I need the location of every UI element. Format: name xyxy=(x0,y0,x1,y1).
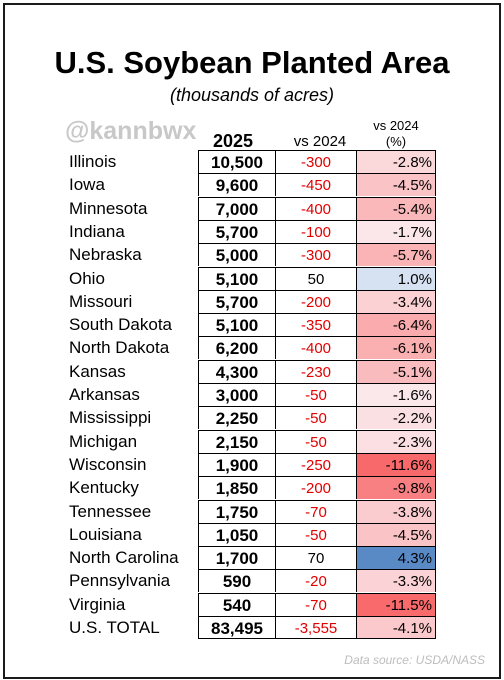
value-2025-cell: 5,100 xyxy=(198,313,276,337)
percent-change-cell: -2.3% xyxy=(356,429,436,453)
change-cell: -200 xyxy=(276,476,356,499)
state-label: Wisconsin xyxy=(69,454,147,474)
value-2025-cell: 1,750 xyxy=(198,499,276,523)
value-2025-cell: 1,900 xyxy=(198,452,276,476)
change-cell: -20 xyxy=(276,569,356,592)
state-label: Ohio xyxy=(69,268,105,288)
change-cell: -100 xyxy=(276,219,356,243)
change-cell: -300 xyxy=(276,243,356,266)
percent-change-cell: -9.8% xyxy=(356,476,436,500)
change-cell: 50 xyxy=(276,266,356,290)
percent-change-cell: -6.4% xyxy=(356,313,436,337)
value-2025-cell: 83,495 xyxy=(198,616,276,639)
change-cell: -300 xyxy=(276,150,356,173)
state-label: Indiana xyxy=(69,221,125,241)
author-handle: @kannbwx xyxy=(65,117,197,145)
percent-change-cell: -3.3% xyxy=(356,569,436,593)
column-header-percent: vs 2024 (%) xyxy=(357,118,435,150)
percent-change-cell: -5.7% xyxy=(356,243,436,267)
change-cell: -250 xyxy=(276,452,356,476)
state-label: U.S. TOTAL xyxy=(69,618,160,637)
percent-change-cell: -1.6% xyxy=(356,383,436,406)
percent-change-cell: -2.2% xyxy=(356,406,436,430)
value-2025-cell: 5,100 xyxy=(198,266,276,290)
value-2025-cell: 590 xyxy=(198,569,276,593)
state-label: Arkansas xyxy=(69,385,140,404)
change-cell: -50 xyxy=(276,383,356,406)
state-label: Louisiana xyxy=(69,524,142,544)
column-header-percent-line1: vs 2024 xyxy=(373,118,419,133)
percent-change-cell: 4.3% xyxy=(356,546,436,570)
change-cell: -350 xyxy=(276,313,356,336)
change-cell: -200 xyxy=(276,289,356,313)
percent-change-cell: -11.5% xyxy=(356,592,436,616)
value-2025-cell: 10,500 xyxy=(198,150,276,173)
state-label: Virginia xyxy=(69,594,126,614)
state-label: Tennessee xyxy=(69,501,152,521)
percent-change-cell: -4.5% xyxy=(356,173,436,197)
state-label: Illinois xyxy=(69,152,117,171)
change-cell: -50 xyxy=(276,406,356,429)
state-label: Missouri xyxy=(69,291,133,311)
percent-change-cell: -2.8% xyxy=(356,150,436,173)
percent-change-cell: -6.1% xyxy=(356,336,436,360)
percent-change-cell: 1.0% xyxy=(356,266,436,290)
value-2025-cell: 1,850 xyxy=(198,476,276,500)
state-label: Kentucky xyxy=(69,478,139,498)
value-2025-cell: 1,050 xyxy=(198,522,276,546)
state-label: Mississippi xyxy=(69,408,152,428)
value-2025-cell: 5,700 xyxy=(198,219,276,243)
change-cell: -230 xyxy=(276,359,356,383)
value-2025-cell: 1,700 xyxy=(198,546,276,570)
chart-frame: U.S. Soybean Planted Area (thousands of … xyxy=(3,3,501,679)
value-2025-cell: 9,600 xyxy=(198,173,276,197)
change-cell: -50 xyxy=(276,522,356,546)
value-2025-cell: 3,000 xyxy=(198,383,276,406)
percent-change-cell: -5.1% xyxy=(356,359,436,383)
state-label: Iowa xyxy=(69,175,105,195)
state-label: North Dakota xyxy=(69,338,170,358)
change-cell: -50 xyxy=(276,429,356,453)
state-label: Pennsylvania xyxy=(69,571,171,591)
data-source-note: Data source: USDA/NASS xyxy=(344,653,485,667)
state-label: Kansas xyxy=(69,361,126,381)
percent-change-cell: -5.4% xyxy=(356,196,436,220)
state-label: Nebraska xyxy=(69,245,142,265)
value-2025-cell: 2,150 xyxy=(198,429,276,453)
change-cell: -400 xyxy=(276,196,356,220)
state-label: Michigan xyxy=(69,431,138,451)
change-cell: -3,555 xyxy=(276,616,356,639)
percent-change-cell: -4.5% xyxy=(356,522,436,546)
column-header-percent-line2: (%) xyxy=(385,134,407,149)
value-2025-cell: 5,000 xyxy=(198,243,276,267)
value-2025-cell: 6,200 xyxy=(198,336,276,360)
percent-change-cell: -3.8% xyxy=(356,499,436,523)
state-label: North Carolina xyxy=(69,548,179,568)
state-label: South Dakota xyxy=(69,315,173,335)
percent-change-cell: -4.1% xyxy=(356,616,436,639)
percent-change-cell: -11.6% xyxy=(356,452,436,476)
value-2025-cell: 7,000 xyxy=(198,196,276,220)
value-2025-cell: 5,700 xyxy=(198,289,276,313)
column-header-2025: 2025 xyxy=(212,131,254,151)
change-cell: -70 xyxy=(276,592,356,616)
value-2025-cell: 540 xyxy=(198,592,276,616)
chart-subtitle: (thousands of acres) xyxy=(169,85,335,105)
percent-change-cell: -3.4% xyxy=(356,289,436,313)
change-cell: 70 xyxy=(276,546,356,569)
percent-change-cell: -1.7% xyxy=(356,219,436,243)
change-cell: -70 xyxy=(276,499,356,523)
value-2025-cell: 4,300 xyxy=(198,359,276,383)
change-cell: -400 xyxy=(276,336,356,359)
change-cell: -450 xyxy=(276,173,356,196)
state-label: Minnesota xyxy=(69,198,148,218)
column-header-change: vs 2024 xyxy=(293,133,347,150)
value-2025-cell: 2,250 xyxy=(198,406,276,430)
chart-title: U.S. Soybean Planted Area xyxy=(54,45,450,80)
